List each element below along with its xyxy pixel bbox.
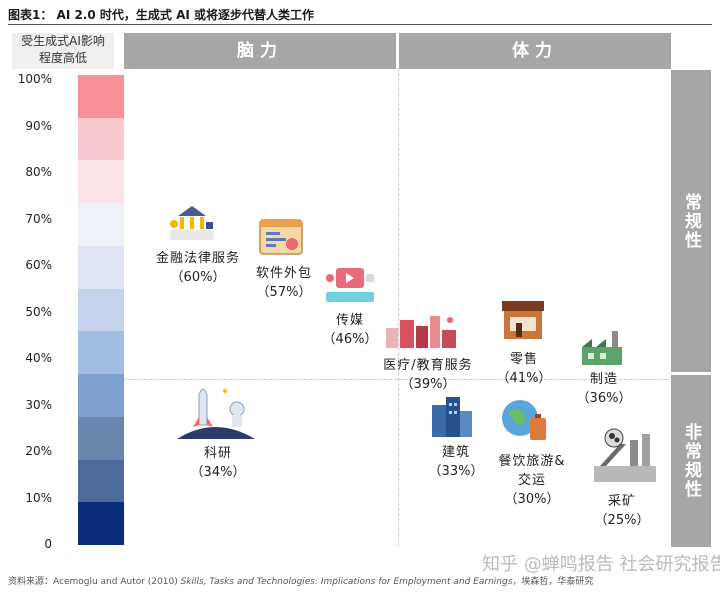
factory-icon bbox=[582, 331, 622, 365]
scale-segment bbox=[78, 502, 124, 546]
scale-tick-label: 100% bbox=[17, 72, 52, 86]
item-name: 采矿 bbox=[607, 494, 636, 509]
source-title: Skills, Tasks and Technologies: Implicat… bbox=[180, 577, 513, 587]
scale-tick-label: 10% bbox=[25, 490, 52, 505]
item-mining: 采矿 （25%） bbox=[594, 492, 650, 530]
building-icon bbox=[432, 397, 472, 437]
scale-segment bbox=[78, 117, 124, 161]
item-value: （60%） bbox=[170, 270, 226, 285]
item-name: 建筑 bbox=[441, 445, 470, 460]
rocket-icon bbox=[177, 388, 255, 439]
travel-icon bbox=[502, 400, 546, 440]
scale-segment bbox=[78, 459, 124, 503]
item-value: （33%） bbox=[428, 464, 484, 479]
item-name: 金融法律服务 bbox=[155, 251, 240, 266]
scale-segment bbox=[78, 374, 124, 418]
item-value: （36%） bbox=[576, 391, 632, 406]
item-research: 科研 （34%） bbox=[190, 444, 246, 482]
title-rule bbox=[8, 24, 712, 25]
item-manufacturing: 制造 （36%） bbox=[574, 370, 634, 408]
media-icon bbox=[326, 268, 374, 302]
item-name: 科研 bbox=[203, 446, 232, 461]
scale-tick-label: 40% bbox=[25, 351, 52, 365]
scale-tick-label: 70% bbox=[25, 211, 52, 226]
item-value: （25%） bbox=[594, 513, 650, 528]
scale-tick-label: 50% bbox=[25, 304, 52, 319]
item-medical-education: 医疗/教育服务 （39%） bbox=[372, 356, 484, 394]
quadrant-divider-vertical bbox=[398, 68, 399, 546]
scale-tick-label: 60% bbox=[25, 258, 52, 272]
source-suffix: ，埃森哲，华泰研究 bbox=[512, 577, 594, 587]
scale-segment bbox=[78, 331, 124, 375]
item-name: 零售 bbox=[509, 352, 538, 367]
scale-segment bbox=[78, 288, 124, 332]
item-value: （30%） bbox=[504, 492, 560, 507]
item-name: 传媒 bbox=[335, 313, 364, 328]
scale-tick-label: 0 bbox=[44, 537, 52, 551]
scale-segment bbox=[78, 245, 124, 290]
header-routine: 常规性 bbox=[671, 70, 711, 372]
item-name: 医疗/教育服务 bbox=[383, 358, 473, 373]
item-finance-legal: 金融法律服务 （60%） bbox=[148, 249, 248, 287]
item-media: 传媒 （46%） bbox=[318, 311, 382, 349]
watermark: 知乎 @蝉鸣报告 社会研究报告 bbox=[482, 554, 720, 575]
scale-segment bbox=[78, 75, 124, 119]
store-icon bbox=[502, 301, 544, 339]
scale-tick-label: 80% bbox=[25, 165, 52, 179]
item-name: 软件外包 bbox=[255, 266, 312, 281]
header-nonroutine: 非常规性 bbox=[671, 375, 711, 547]
item-value: （34%） bbox=[190, 465, 246, 480]
item-value: （46%） bbox=[322, 332, 378, 347]
item-value: （57%） bbox=[256, 285, 312, 300]
software-icon bbox=[259, 219, 303, 255]
item-name-line2: 交运 bbox=[517, 473, 546, 488]
item-hospitality-travel-transport: 餐饮旅游& 交运 （30%） bbox=[494, 452, 570, 509]
item-name-line1: 餐饮旅游& bbox=[498, 454, 566, 469]
legend-title-line2: 程度高低 bbox=[38, 51, 87, 65]
scale-tick-label: 20% bbox=[25, 444, 52, 458]
scale-tick-label: 90% bbox=[25, 118, 52, 133]
item-construction: 建筑 （33%） bbox=[428, 443, 484, 481]
header-mental: 脑力 bbox=[124, 33, 396, 69]
header-physical: 体力 bbox=[399, 33, 671, 69]
item-value: （39%） bbox=[400, 377, 456, 392]
mining-icon bbox=[594, 428, 656, 482]
medical-education-icon bbox=[386, 316, 456, 348]
source-note: 资料来源：Acemoglu and Autor (2010) Skills, T… bbox=[8, 574, 593, 587]
scale-tick-label: 30% bbox=[25, 397, 52, 412]
source-prefix: 资料来源：Acemoglu and Autor (2010) bbox=[8, 577, 181, 587]
item-software-outsourcing: 软件外包 （57%） bbox=[248, 264, 320, 302]
legend-title: 受生成式AI影响 程度高低 bbox=[12, 33, 114, 69]
item-name: 制造 bbox=[589, 372, 618, 387]
scale-segment bbox=[78, 203, 124, 247]
scale-segment bbox=[78, 416, 124, 461]
item-retail: 零售 （41%） bbox=[494, 350, 554, 388]
scale-segment bbox=[78, 160, 124, 204]
item-value: （41%） bbox=[496, 371, 552, 386]
figure-title: 图表1： AI 2.0 时代，生成式 AI 或将逐步代替人类工作 bbox=[8, 8, 315, 22]
finance-icon bbox=[170, 206, 214, 240]
legend-title-line1: 受生成式AI影响 bbox=[21, 34, 105, 48]
